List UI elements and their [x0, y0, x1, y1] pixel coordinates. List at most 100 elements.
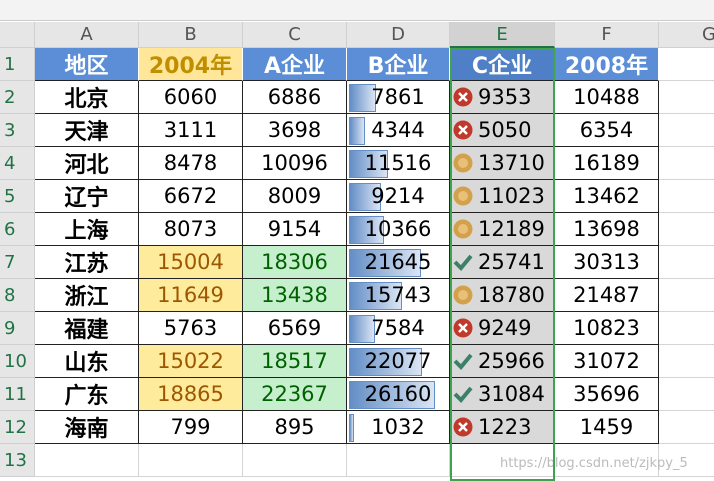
cell-text: 3 — [4, 119, 16, 141]
value-cell: 6569 — [243, 312, 347, 345]
grid-cell — [659, 147, 714, 180]
icon-circle — [453, 219, 473, 239]
table-header: 2004年 — [139, 48, 243, 81]
cell-text: A — [80, 24, 93, 45]
table-header: B企业 — [347, 48, 450, 81]
region-cell: 福建 — [35, 312, 139, 345]
value-cell: 12189 — [450, 213, 555, 246]
value-cell: 10096 — [243, 147, 347, 180]
cell-text: 浙江 — [64, 285, 109, 310]
region-cell: 广东 — [35, 378, 139, 411]
cell-text: 3111 — [163, 118, 218, 142]
column-header[interactable]: A — [35, 22, 139, 48]
table-header: 2008年 — [555, 48, 659, 81]
value-cell: 13438 — [243, 279, 347, 312]
row-header[interactable]: 10 — [0, 345, 35, 378]
value-cell: 1459 — [555, 411, 659, 444]
cell-text: 5763 — [163, 316, 218, 340]
cell-text: 31084 — [478, 382, 545, 406]
value-cell: 8009 — [243, 180, 347, 213]
region-cell: 山东 — [35, 345, 139, 378]
row-header[interactable]: 7 — [0, 246, 35, 279]
region-cell: 江苏 — [35, 246, 139, 279]
cell-text: 7584 — [371, 316, 425, 340]
icon-circle — [453, 153, 473, 173]
column-header[interactable]: B — [139, 22, 243, 48]
cell-text: https://blog.csdn.net/zjkpy_5 — [500, 455, 688, 471]
cell-text: 8009 — [267, 184, 322, 208]
icon-cross — [453, 87, 473, 107]
row-header[interactable]: 3 — [0, 114, 35, 147]
row-header[interactable]: 2 — [0, 81, 35, 114]
row-header[interactable]: 9 — [0, 312, 35, 345]
row-header[interactable]: 12 — [0, 411, 35, 444]
cell-text: 10488 — [573, 85, 640, 109]
cell-text: 25741 — [478, 250, 545, 274]
row-header[interactable]: 1 — [0, 48, 35, 81]
value-cell: 8073 — [139, 213, 243, 246]
row-header[interactable]: 4 — [0, 147, 35, 180]
value-cell: 22367 — [243, 378, 347, 411]
cell-text: 18517 — [261, 349, 328, 373]
cell-text: C — [288, 24, 301, 45]
row-header[interactable]: 13 — [0, 444, 35, 477]
cell-text: 11516 — [364, 151, 432, 175]
icon-check — [453, 254, 473, 271]
corner — [0, 22, 35, 48]
value-cell: 6672 — [139, 180, 243, 213]
region-cell: 上海 — [35, 213, 139, 246]
value-cell: 5050 — [450, 114, 555, 147]
cell-text: 15743 — [364, 283, 432, 307]
cell-text: 7861 — [371, 85, 425, 109]
icon-circle — [453, 285, 473, 305]
column-header[interactable]: D — [347, 22, 450, 48]
cell-text: 2 — [4, 86, 16, 108]
icon-cross — [453, 417, 473, 437]
watermark: https://blog.csdn.net/zjkpy_5 — [500, 450, 714, 476]
row-header[interactable]: 5 — [0, 180, 35, 213]
cell-text: 11649 — [157, 283, 224, 307]
cell-text: 4344 — [371, 118, 425, 142]
value-cell: 22077 — [347, 345, 450, 378]
cell-text: B企业 — [367, 54, 429, 79]
cell-text: G — [702, 24, 714, 45]
value-cell: 3111 — [139, 114, 243, 147]
value-cell: 25966 — [450, 345, 555, 378]
value-cell: 895 — [243, 411, 347, 444]
value-cell: 16189 — [555, 147, 659, 180]
cell-text: 25966 — [478, 349, 545, 373]
grid-cell — [659, 312, 714, 345]
cell-text: 18780 — [478, 283, 545, 307]
value-cell: 31084 — [450, 378, 555, 411]
grid-cell — [347, 444, 450, 477]
value-cell: 21645 — [347, 246, 450, 279]
icon-circle — [453, 186, 473, 206]
cell-text: 9 — [4, 317, 16, 339]
value-cell: 11516 — [347, 147, 450, 180]
cell-text: 1459 — [579, 415, 634, 439]
cell-text: 8 — [4, 284, 16, 306]
row-header[interactable]: 11 — [0, 378, 35, 411]
cell-text: 15022 — [157, 349, 224, 373]
cell-text: 6886 — [267, 85, 322, 109]
cell-text: 13698 — [573, 217, 640, 241]
cell-text: D — [391, 24, 405, 45]
data-bar — [349, 183, 381, 211]
cell-text: 2008年 — [564, 54, 649, 79]
column-header[interactable]: C — [243, 22, 347, 48]
value-cell: 10823 — [555, 312, 659, 345]
grid-cell — [659, 114, 714, 147]
cell-text: 9353 — [478, 85, 532, 109]
cell-text: A企业 — [263, 54, 326, 79]
value-cell: 15004 — [139, 246, 243, 279]
cell-text: 10823 — [573, 316, 640, 340]
column-header[interactable]: E — [450, 22, 555, 48]
row-header[interactable]: 6 — [0, 213, 35, 246]
grid-cell — [659, 180, 714, 213]
value-cell: 30313 — [555, 246, 659, 279]
cell-text: C企业 — [471, 54, 533, 79]
column-header[interactable]: G — [659, 22, 714, 48]
column-header[interactable]: F — [555, 22, 659, 48]
row-header[interactable]: 8 — [0, 279, 35, 312]
cell-text: 18306 — [261, 250, 328, 274]
